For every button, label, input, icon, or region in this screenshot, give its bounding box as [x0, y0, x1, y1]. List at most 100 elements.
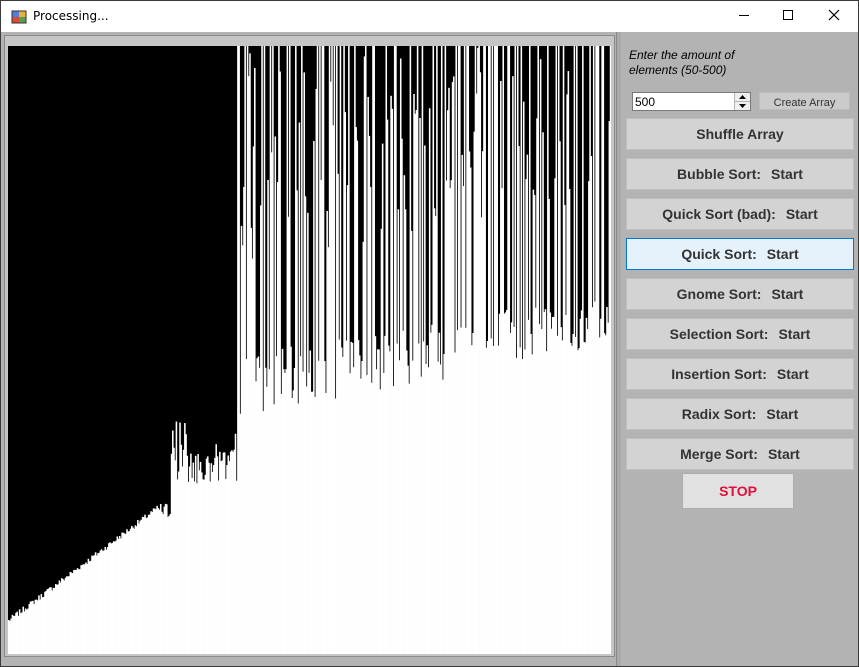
array-bar	[12, 615, 15, 654]
array-bar	[601, 46, 603, 654]
array-bar	[20, 613, 22, 654]
array-bar	[273, 404, 275, 654]
stop-button[interactable]: STOP	[682, 473, 794, 509]
array-bar	[585, 317, 588, 654]
array-bar	[135, 526, 138, 654]
array-bar	[364, 46, 367, 654]
array-bar	[461, 154, 464, 654]
algorithm-button[interactable]: Gnome Sort: Start	[626, 278, 854, 310]
array-bar	[55, 584, 57, 654]
array-bar	[434, 216, 437, 654]
array-bar	[427, 367, 430, 654]
array-bar	[433, 208, 436, 654]
array-bar	[9, 620, 11, 654]
array-bar	[186, 455, 189, 654]
minimize-button[interactable]	[721, 1, 767, 32]
create-array-button[interactable]: Create Array	[759, 92, 850, 110]
array-bar	[486, 341, 489, 654]
element-count-input[interactable]	[633, 93, 733, 110]
array-bar	[307, 212, 309, 654]
array-bar	[285, 369, 287, 654]
array-bar	[249, 53, 251, 654]
array-bar	[295, 46, 297, 654]
array-bar	[430, 332, 432, 654]
array-bar	[580, 310, 583, 654]
panel-splitter[interactable]	[616, 32, 621, 666]
algorithm-button[interactable]: Quick Sort (bad): Start	[626, 198, 854, 230]
algorithm-name: Quick Sort:	[681, 246, 757, 262]
algorithm-button[interactable]: Radix Sort: Start	[626, 398, 854, 430]
array-bar	[304, 196, 307, 654]
shuffle-array-button[interactable]: Shuffle Array	[626, 118, 854, 150]
algorithm-button[interactable]: Bubble Sort: Start	[626, 158, 854, 190]
array-bar	[472, 333, 474, 654]
array-bar	[436, 46, 438, 654]
array-bar	[198, 470, 201, 654]
array-bar	[414, 113, 416, 654]
array-bar	[356, 140, 359, 654]
array-bar	[399, 58, 402, 654]
array-bar	[34, 599, 37, 654]
array-bar	[292, 390, 295, 654]
close-button[interactable]	[811, 1, 857, 32]
array-bar	[313, 141, 315, 654]
array-bar	[161, 511, 163, 654]
array-bar	[567, 71, 570, 654]
array-bar	[112, 541, 115, 654]
algorithm-button[interactable]: Quick Sort: Start	[626, 238, 854, 270]
array-bar	[301, 46, 303, 654]
array-bar	[561, 340, 564, 654]
array-bar	[409, 46, 412, 654]
array-bar	[134, 525, 137, 654]
array-bar	[457, 46, 460, 654]
array-bar	[487, 46, 490, 654]
array-bar	[483, 46, 485, 654]
array-bar	[132, 527, 134, 654]
array-bar	[562, 46, 565, 654]
array-bar	[282, 369, 285, 654]
array-bar	[383, 372, 385, 654]
array-bar	[297, 403, 299, 654]
stepper-up-icon[interactable]	[735, 93, 750, 101]
stepper-buttons[interactable]	[734, 93, 750, 110]
array-bar	[338, 339, 340, 654]
array-bar	[520, 46, 523, 654]
array-bar	[127, 531, 129, 654]
array-bar	[63, 580, 66, 654]
array-bar	[168, 515, 170, 654]
element-count-stepper[interactable]	[632, 92, 751, 111]
array-bar	[481, 151, 484, 654]
algorithm-button[interactable]: Insertion Sort: Start	[626, 358, 854, 390]
array-bar	[158, 509, 161, 654]
array-bar	[238, 46, 240, 654]
array-bar	[164, 503, 167, 654]
algorithm-name: Merge Sort:	[680, 446, 758, 462]
array-bar	[196, 483, 198, 654]
algorithm-button[interactable]: Selection Sort: Start	[626, 318, 854, 350]
array-bar	[76, 568, 79, 654]
maximize-button[interactable]	[765, 1, 811, 32]
array-bar	[445, 180, 448, 654]
array-bar	[143, 517, 145, 654]
array-bar	[62, 579, 64, 654]
array-bar	[571, 345, 573, 654]
array-bar	[348, 46, 350, 654]
array-bar	[416, 46, 419, 654]
array-bar	[243, 186, 245, 654]
array-bar	[29, 601, 32, 654]
array-bar	[606, 307, 608, 654]
array-bar	[305, 386, 308, 654]
array-bar	[175, 421, 178, 654]
array-bar	[608, 121, 611, 654]
array-bar	[468, 151, 471, 654]
title-bar[interactable]: Processing...	[1, 1, 858, 32]
array-bar	[484, 46, 486, 654]
array-bar	[598, 337, 601, 654]
stepper-down-icon[interactable]	[735, 101, 750, 110]
array-bar	[206, 456, 209, 654]
algorithm-button[interactable]: Merge Sort: Start	[626, 438, 854, 470]
array-bar	[592, 46, 595, 654]
array-bar	[351, 342, 354, 654]
array-bar	[115, 540, 117, 654]
array-bar	[510, 322, 513, 654]
